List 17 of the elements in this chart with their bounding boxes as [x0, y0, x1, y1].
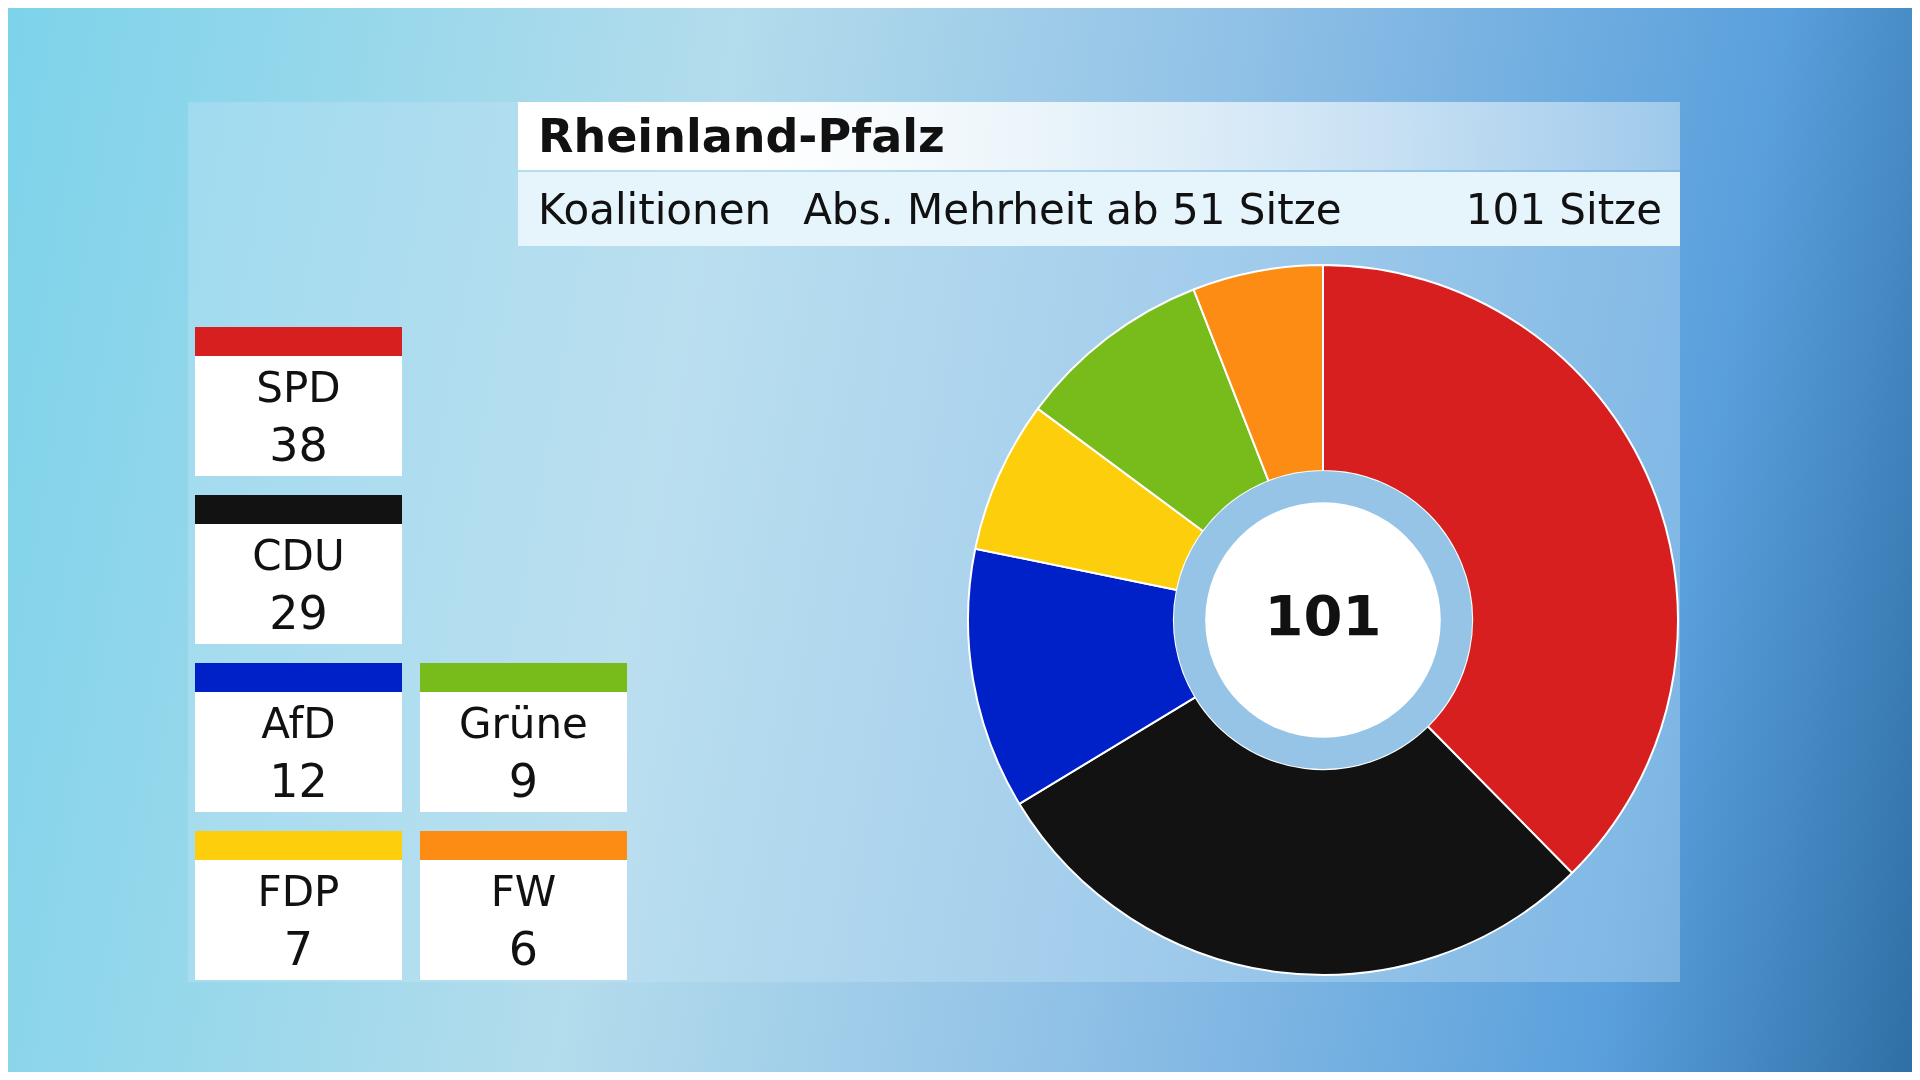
chart-title: Rheinland-Pfalz [538, 109, 945, 163]
data-label: 12 [268, 753, 329, 810]
legend-label: FW [489, 866, 558, 918]
text: Abs. Mehrheit ab 51 Sitze [803, 184, 1342, 234]
data-label: 7 [282, 921, 315, 978]
legend-label: SPD [255, 362, 342, 414]
legend-label: FDP [256, 866, 341, 918]
data-label: 38 [268, 417, 329, 474]
legend-label: CDU [251, 530, 346, 582]
chart-subtitle: Koalitionen [538, 184, 772, 234]
data-label: 29 [268, 585, 329, 642]
text: 101 Sitze [1465, 184, 1662, 234]
text: 101 [1264, 582, 1382, 648]
legend-label: AfD [260, 698, 337, 750]
data-label: 9 [507, 753, 540, 810]
legend-label: Grüne [458, 698, 589, 750]
data-label: 6 [507, 921, 540, 978]
